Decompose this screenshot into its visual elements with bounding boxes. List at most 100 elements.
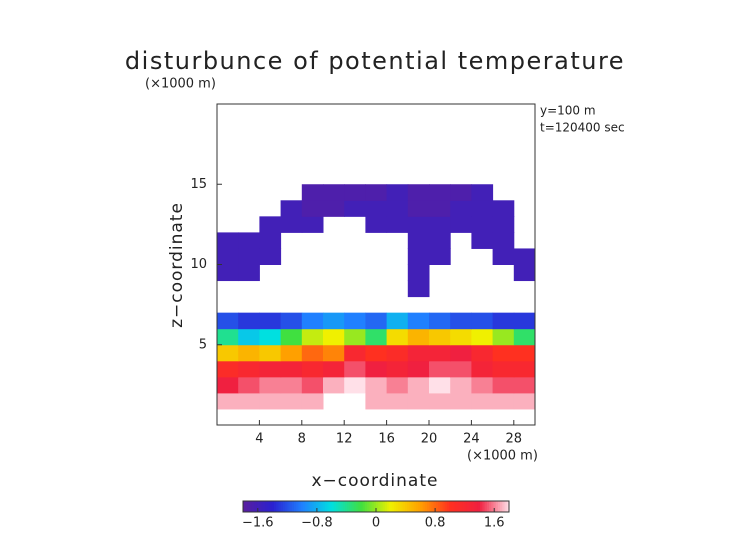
field-cell [386, 312, 409, 330]
colorbar-swatch [278, 501, 282, 512]
field-cell [365, 216, 388, 233]
field-cell [365, 344, 388, 362]
field-cell [280, 328, 303, 346]
y-tick-label: 10 [190, 257, 207, 272]
field-cell [386, 200, 409, 217]
colorbar-swatch [364, 501, 368, 512]
colorbar-swatch [336, 501, 339, 512]
colorbar-tick-label: −0.8 [301, 516, 333, 531]
field-cell [365, 200, 388, 217]
field-cell [471, 200, 494, 217]
colorbar-swatch [440, 501, 443, 512]
field-cell [471, 376, 494, 394]
field-cell [280, 200, 303, 217]
colorbar-swatch [344, 501, 348, 512]
colorbar-swatch [371, 501, 375, 512]
colorbar-swatch [296, 501, 299, 512]
field-cell [280, 360, 303, 378]
field-cell [301, 312, 324, 330]
colorbar-swatch [267, 501, 270, 512]
field-cell [407, 328, 430, 346]
field-cell [259, 376, 282, 394]
field-cell [429, 344, 451, 362]
field-cell [259, 312, 282, 330]
colorbar-swatch [282, 501, 286, 512]
field-cell [492, 392, 515, 410]
colorbar-swatch [309, 501, 313, 512]
colorbar-swatch [271, 501, 275, 512]
colorbar-swatch [495, 501, 499, 512]
colorbar-swatch [276, 501, 279, 512]
colorbar-swatch [402, 501, 406, 512]
colorbar-swatch [395, 501, 399, 512]
colorbar-swatch [331, 501, 335, 512]
colorbar-swatch [418, 501, 421, 512]
field-cell [450, 312, 472, 330]
colorbar-swatch [393, 501, 397, 512]
field-cell [365, 184, 388, 201]
field-cell [344, 360, 366, 378]
field-cell [238, 360, 260, 378]
colorbar-swatch [387, 501, 390, 512]
colorbar-swatch [469, 501, 472, 512]
field-cell [323, 184, 345, 201]
colorbar-tick-label: 0.8 [425, 516, 446, 531]
colorbar-swatch [497, 501, 501, 512]
colorbar-swatch [400, 501, 403, 512]
colorbar-swatch [466, 501, 470, 512]
field-cell [407, 200, 430, 217]
field-cell [280, 312, 303, 330]
colorbar-swatch [473, 501, 477, 512]
field-cell [238, 344, 260, 362]
x-tick-label: 24 [463, 432, 480, 447]
field-cell [301, 328, 324, 346]
colorbar-swatch [305, 501, 308, 512]
colorbar-swatch [243, 501, 246, 512]
colorbar-swatch [302, 501, 306, 512]
field-cell [429, 360, 451, 378]
colorbar-swatch [382, 501, 386, 512]
field-cell [407, 312, 430, 330]
field-cell [513, 360, 536, 378]
colorbar-swatch [442, 501, 446, 512]
colorbar-swatch [367, 501, 370, 512]
field-cell [471, 360, 494, 378]
field-cell [429, 248, 451, 265]
field-cell [492, 344, 515, 362]
colorbar-swatch [358, 501, 361, 512]
field-cell [407, 280, 430, 298]
colorbar-swatch [333, 501, 337, 512]
y-unit: (×1000 m) [145, 77, 216, 92]
field-cell [407, 248, 430, 265]
field-cell [492, 200, 515, 217]
colorbar-swatch [455, 501, 459, 512]
field-cell [301, 344, 324, 362]
field-cell [217, 312, 239, 330]
colorbar-swatch [404, 501, 408, 512]
colorbar-swatch [398, 501, 401, 512]
colorbar-swatch [407, 501, 410, 512]
field-cell [217, 344, 239, 362]
colorbar-swatch [251, 501, 255, 512]
colorbar-swatch [369, 501, 372, 512]
field-cell [259, 248, 282, 265]
field-cell [429, 312, 451, 330]
field-cell [238, 264, 260, 282]
colorbar-swatch [362, 501, 366, 512]
colorbar-swatch [493, 501, 497, 512]
field-cell [471, 328, 494, 346]
field-cell [259, 392, 282, 410]
field-cell [238, 232, 260, 249]
colorbar-swatch [475, 501, 479, 512]
field-cell [238, 328, 260, 346]
field-cell [365, 360, 388, 378]
colorbar-swatch [327, 501, 330, 512]
colorbar-swatch [340, 501, 344, 512]
field-cell [365, 392, 388, 410]
colorbar-swatch [420, 501, 423, 512]
field-cell [513, 248, 536, 265]
colorbar-swatch [287, 501, 290, 512]
field-cell [344, 200, 366, 217]
field-cell [492, 360, 515, 378]
field-cell [471, 184, 494, 201]
